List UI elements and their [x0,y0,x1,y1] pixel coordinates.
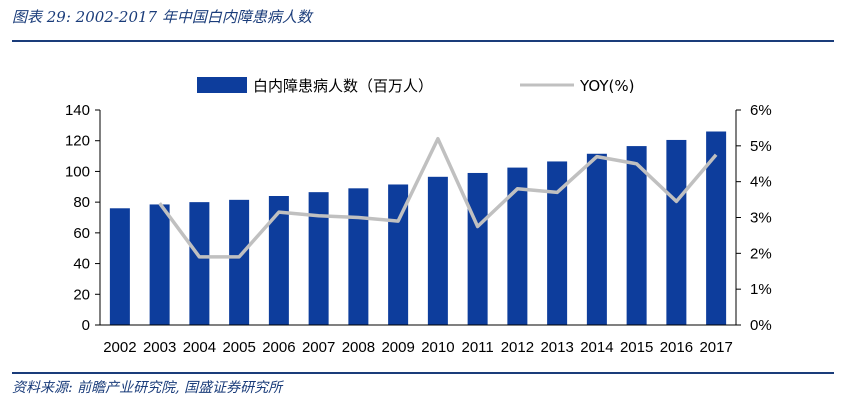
left-tick-label: 60 [73,225,90,242]
bar-2015 [626,146,647,325]
bar-2002 [109,208,130,325]
x-tick-label: 2003 [143,339,176,356]
left-tick-label: 120 [65,133,90,150]
x-tick-label: 2015 [620,339,653,356]
yoy-line-series [158,136,718,259]
left-tick-label: 140 [65,102,90,119]
legend-bar-swatch [197,77,247,93]
x-tick-label: 2004 [183,339,216,356]
right-y-axis: 0% 1% 2% 3% 4% 5% 6% [735,102,772,334]
x-tick-label: 2007 [302,339,335,356]
legend-line-label: YOY(%) [579,77,634,95]
bar-2008 [348,188,369,325]
bar-2014 [586,153,607,325]
left-tick-label: 40 [73,256,90,273]
bar-2003 [149,204,170,325]
legend-bar-label: 白内障患病人数（百万人） [253,77,433,95]
right-tick-label: 4% [750,174,772,191]
bar-2016 [666,139,687,325]
x-tick-label: 2010 [421,339,454,356]
x-tick-label: 2011 [461,339,493,356]
right-tick-label: 1% [750,281,772,298]
bar-2013 [547,161,568,325]
bar-2007 [308,192,329,325]
bar-2006 [268,196,289,325]
x-axis: 2002 2003 2004 2005 2006 2007 2008 2009 2010 2011… [100,324,736,356]
figure-source: 资料来源: 前瞻产业研究院, 国盛证券研究所 [12,380,283,396]
right-tick-label: 3% [750,210,772,227]
left-y-axis: 0 20 40 60 80 100 120 140 [65,102,101,334]
chart: 白内障患病人数（百万人） YOY(%) 0 20 40 60 80 100 120 140 0… [65,77,772,356]
x-tick-label: 2006 [262,339,295,356]
left-tick-label: 80 [73,194,90,211]
x-tick-label: 2014 [580,339,613,356]
left-tick-label: 100 [65,163,90,180]
x-tick-label: 2005 [222,339,255,356]
bar-2004 [189,202,210,325]
bar-series [109,131,727,325]
bar-2005 [229,199,250,325]
title-rule [12,40,834,42]
x-tick-label: 2012 [501,339,534,356]
right-tick-label: 6% [750,102,772,119]
x-tick-label: 2009 [381,339,414,356]
yoy-line [158,136,718,259]
x-tick-label: 2017 [699,339,732,356]
source-rule [12,372,834,374]
left-tick-label: 0 [82,317,90,334]
legend: 白内障患病人数（百万人） YOY(%) [197,77,634,95]
bar-2012 [507,167,528,325]
right-tick-label: 2% [750,245,772,262]
bar-2011 [467,172,488,325]
left-tick-label: 20 [73,286,90,303]
right-tick-label: 5% [750,138,772,155]
x-tick-label: 2013 [540,339,573,356]
right-tick-label: 0% [750,317,772,334]
figure-title: 图表 29: 2002-2017 年中国白内障患病人数 [12,8,312,26]
x-tick-label: 2002 [103,339,136,356]
x-tick-label: 2016 [660,339,693,356]
bar-2010 [427,176,448,325]
bar-2017 [706,131,727,325]
x-tick-label: 2008 [342,339,375,356]
